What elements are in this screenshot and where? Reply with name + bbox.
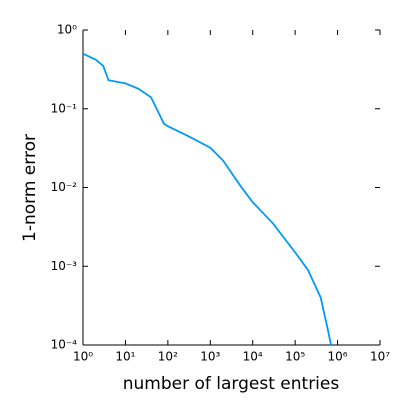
y-tick-label: 10⁻¹ [51,101,78,115]
x-tick-label: 10⁴ [243,350,263,364]
x-tick-label: 10⁰ [73,350,93,364]
y-tick-label: 10⁻⁴ [51,338,78,352]
x-tick-label: 10² [158,350,178,364]
y-axis-label: 1-norm error [20,134,40,242]
x-axis-label: number of largest entries [123,374,340,394]
x-tick-label: 10⁵ [285,350,305,364]
y-tick-label: 10⁻² [51,180,78,194]
x-tick-label: 10¹ [115,350,135,364]
x-tick-label: 10⁷ [370,350,390,364]
line [82,52,332,346]
y-tick-label: 10⁰ [57,23,77,37]
x-tick-label: 10⁶ [328,350,348,364]
y-tick-label: 10⁻³ [51,259,78,273]
x-tick-label: 10³ [200,350,220,364]
